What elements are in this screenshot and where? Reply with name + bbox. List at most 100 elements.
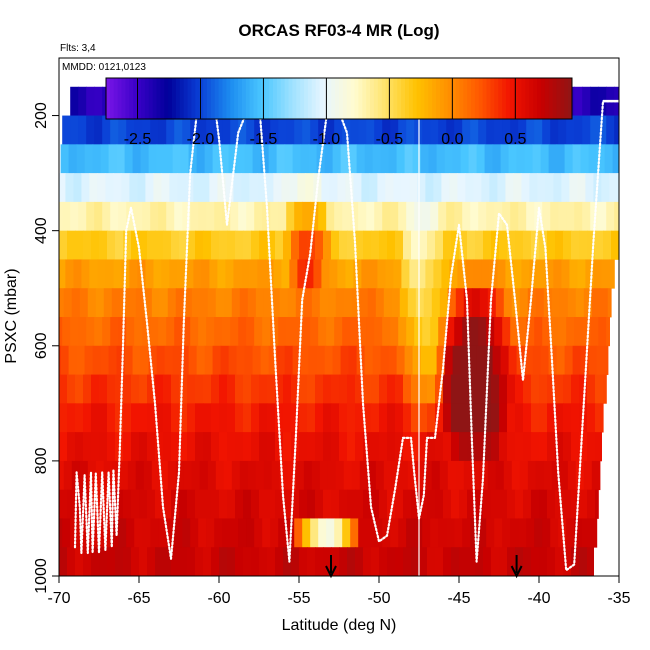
heatmap-cell [78, 201, 87, 232]
heatmap-cell [446, 317, 455, 347]
heatmap-cell [262, 115, 271, 145]
heatmap-cell [295, 460, 305, 491]
heatmap-cell [476, 144, 486, 174]
heatmap-cell [447, 288, 457, 318]
colorbar-segment [156, 78, 161, 119]
heatmap-cell [406, 518, 415, 548]
heatmap-cell [347, 374, 356, 404]
heatmap-cell [126, 201, 135, 232]
heatmap-cell [371, 230, 380, 260]
heatmap-cell [614, 115, 619, 145]
heatmap-cell [545, 259, 554, 289]
heatmap-cell [396, 144, 406, 174]
heatmap-cell [87, 460, 97, 491]
heatmap-cell [527, 288, 537, 318]
heatmap-cell [113, 173, 122, 203]
heatmap-cell [313, 259, 322, 289]
heatmap-cell [550, 317, 559, 347]
heatmap-cell [289, 173, 298, 203]
heatmap-cell [262, 201, 271, 232]
heatmap-cell [177, 259, 186, 289]
heatmap-cell [183, 288, 193, 318]
heatmap-cell [499, 374, 508, 404]
heatmap-cell [366, 317, 375, 347]
heatmap-cell [385, 173, 394, 203]
heatmap-cell [270, 518, 279, 548]
heatmap-cell [419, 403, 428, 433]
heatmap-cell [350, 317, 359, 347]
heatmap-cell [177, 173, 186, 203]
heatmap-cell [561, 173, 570, 203]
heatmap-cell [460, 144, 470, 174]
heatmap-cell [375, 288, 385, 318]
heatmap-cell [382, 115, 391, 145]
heatmap-cell [332, 345, 342, 375]
heatmap-cell [247, 460, 257, 491]
heatmap-cell [131, 489, 140, 519]
heatmap-cell [588, 144, 598, 174]
heatmap-cell [606, 201, 615, 232]
heatmap-cell [278, 201, 287, 232]
colorbar-segment [505, 78, 511, 119]
heatmap-cell [217, 173, 226, 203]
heatmap-cell [108, 345, 118, 375]
heatmap-cell [267, 489, 276, 519]
colorbar-segment [191, 78, 196, 119]
colorbar-segment [397, 78, 402, 119]
heatmap-cell [449, 259, 458, 289]
heatmap-cell [374, 518, 383, 548]
heatmap-cell [334, 317, 343, 347]
heatmap-cell [163, 403, 172, 433]
heatmap-cell [166, 201, 175, 232]
heatmap-cell [75, 374, 84, 404]
heatmap-cell [387, 489, 396, 519]
heatmap-cell [211, 432, 220, 462]
heatmap-cell [590, 86, 599, 116]
heatmap-cell [419, 432, 428, 462]
heatmap-cell [267, 547, 276, 576]
heatmap-cell [115, 403, 124, 433]
heatmap-cell [537, 259, 546, 289]
heatmap-cell [339, 403, 348, 433]
heatmap-cell [435, 432, 444, 462]
heatmap-cell [604, 144, 614, 174]
heatmap-cell [163, 547, 172, 576]
heatmap-cell [203, 489, 212, 519]
heatmap-cell [399, 288, 409, 318]
heatmap-cell [190, 518, 199, 548]
heatmap-cell [495, 460, 505, 491]
heatmap-cell [59, 288, 65, 318]
heatmap-cell [379, 489, 388, 519]
heatmap-cell [364, 144, 374, 174]
heatmap-cell [422, 518, 431, 548]
heatmap-cell [566, 518, 575, 548]
heatmap-cell [179, 547, 188, 576]
heatmap-cell [555, 403, 564, 433]
heatmap-cell [63, 288, 73, 318]
heatmap-cell [494, 317, 503, 347]
heatmap-cell [279, 288, 289, 318]
heatmap-cell [491, 432, 500, 462]
heatmap-cell [617, 173, 619, 203]
heatmap-cell [526, 201, 535, 232]
heatmap-cell [259, 489, 268, 519]
heatmap-cell [150, 201, 159, 232]
heatmap-cell [355, 403, 364, 433]
heatmap-cell [374, 201, 383, 232]
colorbar-segment [307, 78, 313, 119]
heatmap-cell [411, 230, 420, 260]
colorbar-tick-labels: -2.5 -2.0 -1.5 -1.0 -0.5 0.0 0.5 [124, 78, 527, 148]
heatmap-cell [219, 489, 228, 519]
heatmap-cell [575, 288, 585, 318]
heatmap-cell [310, 115, 319, 145]
heatmap-cell [374, 115, 383, 145]
heatmap-cell [163, 374, 172, 404]
heatmap-cell [558, 518, 567, 548]
heatmap-cell [327, 460, 337, 491]
heatmap-cell [75, 230, 84, 260]
heatmap-cell [84, 345, 94, 375]
heatmap-cell [308, 144, 318, 174]
heatmap-cell [283, 432, 292, 462]
heatmap-cell [115, 230, 124, 260]
heatmap-cell [380, 144, 390, 174]
